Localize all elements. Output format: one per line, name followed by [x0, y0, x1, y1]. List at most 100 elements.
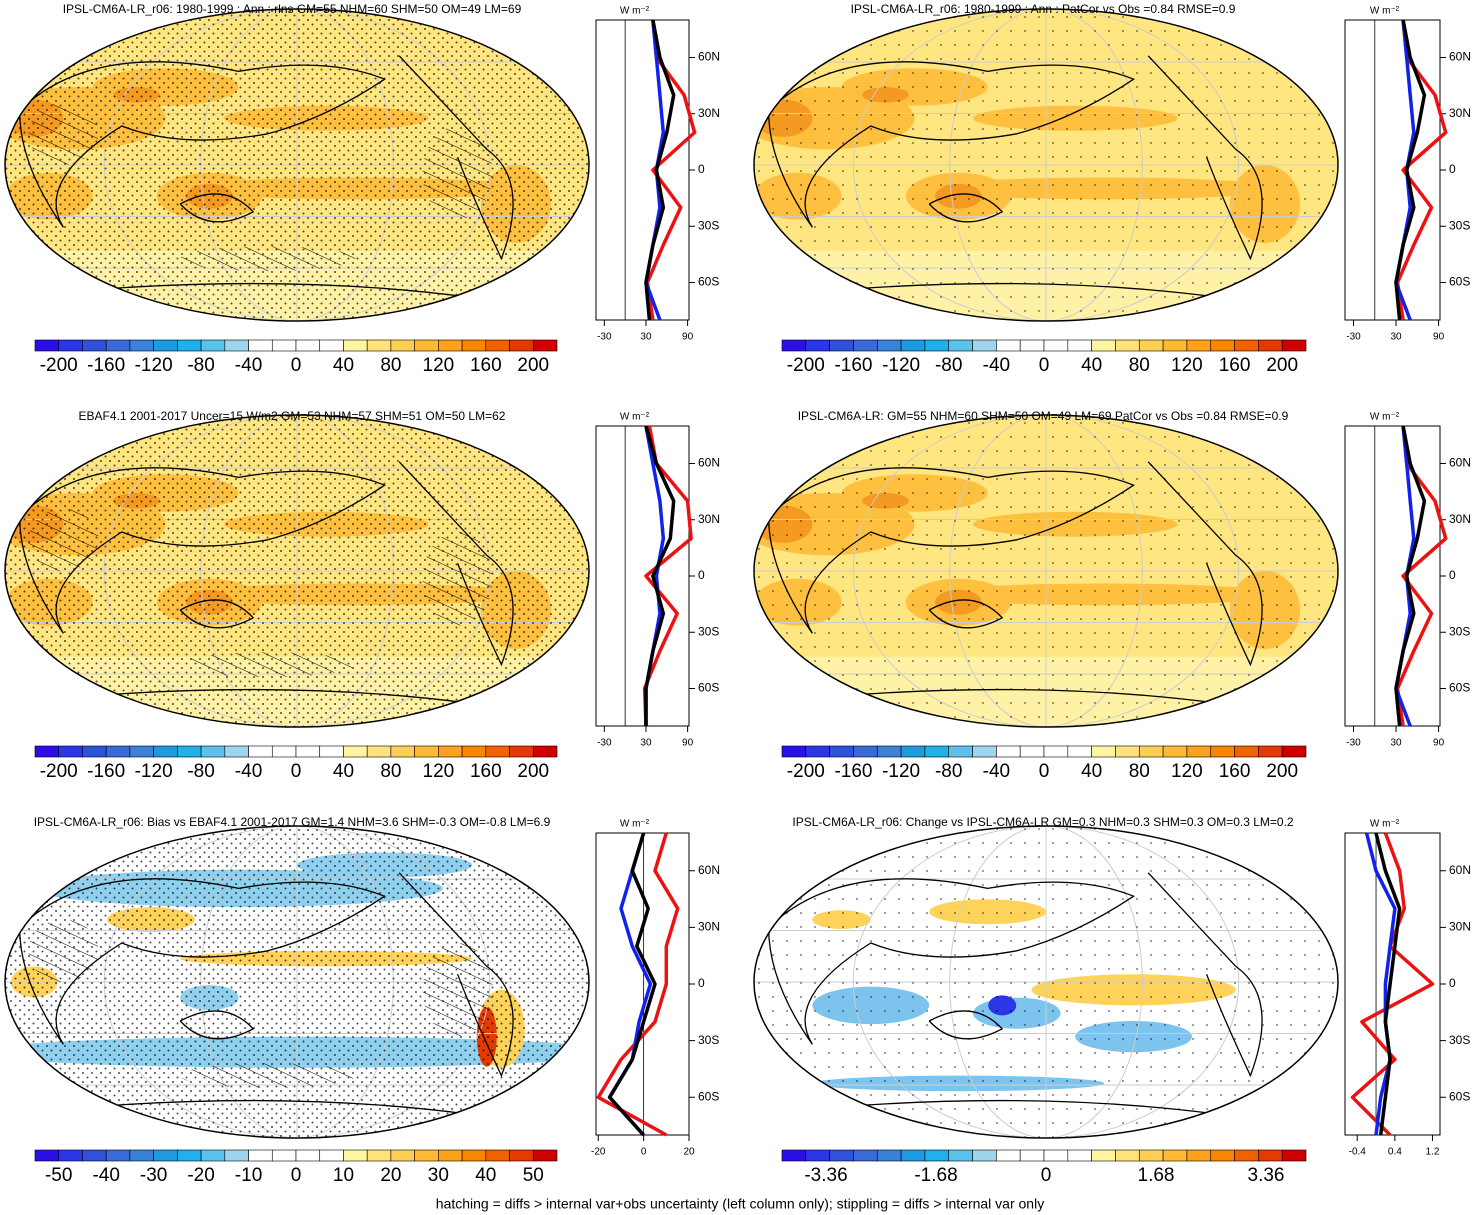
colorbar-box [129, 745, 154, 758]
y-tick-label: 30N [1449, 920, 1471, 934]
colorbar-box [58, 1149, 83, 1162]
colorbar-box [1091, 1149, 1116, 1162]
y-tick-label: 0 [1449, 976, 1456, 990]
colorbar-box [900, 339, 926, 352]
map-border [4, 414, 590, 728]
colorbar-box [224, 1149, 249, 1162]
colorbar-label: -80 [187, 355, 214, 376]
colorbar-label: 80 [1129, 761, 1150, 782]
colorbar-box [343, 745, 368, 758]
colorbar-box [948, 745, 973, 758]
colorbar-label: -50 [45, 1165, 72, 1186]
y-tick-label: 30S [1449, 1033, 1470, 1047]
colorbar-box [876, 339, 902, 352]
colorbar-box [829, 745, 854, 758]
colorbar-box [58, 339, 83, 352]
colorbar-box [129, 339, 154, 352]
y-tick-label: 0 [1449, 568, 1456, 582]
colorbar-label: 200 [517, 355, 549, 376]
colorbar-label: -160 [87, 355, 125, 376]
colorbar-label: -1.68 [914, 1165, 957, 1186]
y-tick-label: 60N [698, 50, 720, 64]
colorbar-box [1281, 339, 1307, 352]
colorbar-box [972, 745, 997, 758]
colorbar-box [876, 745, 902, 758]
colorbar-box [1019, 745, 1045, 758]
colorbar-label: 160 [470, 761, 502, 782]
colorbar-box [82, 1149, 107, 1162]
colorbar-box [177, 745, 202, 758]
colorbar-box [972, 339, 997, 352]
colorbar-box [924, 1149, 950, 1162]
colorbar-label: 120 [423, 761, 455, 782]
colorbar-box [319, 339, 344, 352]
y-tick-label: 60S [698, 1089, 719, 1103]
colorbar-box [509, 1149, 534, 1162]
colorbar-label: -120 [882, 761, 920, 782]
colorbar-label: 200 [517, 761, 549, 782]
colorbar-box [82, 745, 107, 758]
colorbar-box [248, 745, 273, 758]
colorbar-box [1091, 339, 1116, 352]
colorbar-box [781, 339, 807, 352]
colorbar-box [1186, 339, 1212, 352]
unit-label: W m⁻² [1370, 819, 1400, 830]
colorbar-label: 80 [380, 355, 401, 376]
colorbar-box [200, 339, 226, 352]
colorbar-box [177, 1149, 202, 1162]
colorbar-label: 10 [333, 1165, 354, 1186]
colorbar-box [948, 339, 973, 352]
colorbar-box [343, 1149, 368, 1162]
unit-label: W m⁻² [1370, 6, 1400, 17]
colorbar-box [58, 745, 83, 758]
colorbar-box [853, 745, 878, 758]
colorbar-box [781, 1149, 807, 1162]
colorbar-box [485, 1149, 510, 1162]
zonal-frame [595, 832, 690, 1136]
colorbar-box [177, 339, 202, 352]
zonal-line [1364, 832, 1397, 1136]
stippling [5, 415, 589, 727]
x-tick-label: 30 [1390, 332, 1402, 343]
y-tick-label: 30S [1449, 218, 1470, 232]
colorbar-box [82, 339, 107, 352]
colorbar-box [438, 1149, 463, 1162]
y-tick-label: 30S [698, 624, 719, 638]
colorbar-label: -160 [87, 761, 125, 782]
colorbar-label: -40 [983, 355, 1010, 376]
map [753, 825, 1339, 1139]
colorbar-label: -160 [834, 761, 872, 782]
colorbar-box [461, 1149, 487, 1162]
colorbar-box [1138, 1149, 1164, 1162]
y-tick-label: 30N [698, 106, 720, 120]
colorbar-box [200, 745, 226, 758]
colorbar-box [829, 339, 854, 352]
hatching [180, 652, 356, 678]
hatching [422, 943, 493, 1037]
colorbar-label: -10 [235, 1165, 262, 1186]
zonal-frame [1344, 425, 1441, 727]
colorbar-box [271, 1149, 297, 1162]
y-tick-label: 30N [698, 512, 720, 526]
colorbar-box [319, 1149, 344, 1162]
colorbar-box [853, 339, 878, 352]
stippling [5, 826, 589, 1138]
colorbar-box [1019, 1149, 1045, 1162]
y-tick-label: 60S [1449, 1089, 1470, 1103]
y-tick-label: 30S [1449, 624, 1470, 638]
x-tick-label: -20 [591, 1147, 606, 1158]
colorbar-box [295, 745, 321, 758]
zonal-frame [595, 425, 690, 727]
colorbar-label: 80 [1129, 355, 1150, 376]
x-tick-label: 0 [641, 1147, 647, 1158]
colorbar-box [532, 1149, 558, 1162]
y-tick-label: 30N [698, 920, 720, 934]
colorbar-label: -200 [40, 355, 78, 376]
y-tick-label: 30N [1449, 106, 1471, 120]
zonal-line [1374, 832, 1402, 1136]
y-tick-label: 0 [698, 162, 705, 176]
map [4, 414, 590, 728]
colorbar-box [248, 339, 273, 352]
map-field [754, 415, 1338, 727]
